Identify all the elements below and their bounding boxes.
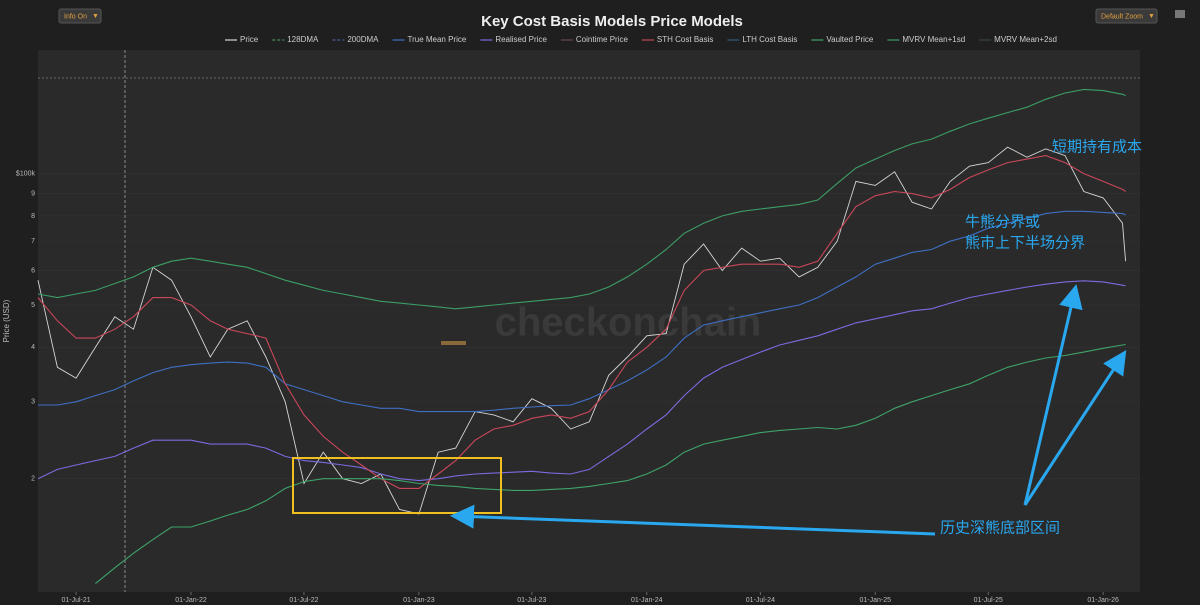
series-line [37, 88, 1126, 310]
series-line [37, 280, 1126, 482]
x-tick-label: 01-Jan-24 [631, 597, 663, 604]
y-axis-label: Price (USD) [2, 299, 11, 342]
watermark-logo [441, 341, 466, 345]
legend-label: MVRV Mean+1sd [902, 35, 965, 44]
plot-area [38, 50, 1140, 592]
chart-title: Key Cost Basis Models Price Models [481, 13, 743, 30]
legend-label: Cointime Price [576, 35, 629, 44]
y-tick-label: 7 [31, 238, 35, 245]
zoom-button-box[interactable] [1095, 8, 1158, 24]
y-tick-label: 8 [31, 213, 35, 220]
legend-label: MVRV Mean+2sd [994, 35, 1057, 44]
annotation: 短期持有成本 [1052, 138, 1142, 156]
y-tick-label: 3 [31, 399, 35, 406]
legend-label: 200DMA [347, 35, 379, 44]
arrow-to-realised [1023, 284, 1083, 506]
y-tick-label: 2 [31, 476, 35, 483]
legend-item: Price [225, 35, 259, 44]
x-tick-label: 01-Jan-25 [860, 597, 892, 604]
arrow-to-box [450, 504, 936, 536]
y-tick-label: 9 [31, 190, 35, 197]
legend: Price 128DMA 200DMA True Mean Price Realised… [225, 35, 1057, 44]
x-tick-label: 01-Jan-26 [1087, 597, 1119, 604]
lines [37, 88, 1127, 585]
annotation: 熊市上下半场分界 [965, 234, 1085, 252]
legend-label: 128DMA [287, 35, 319, 44]
arrow-to-vaulted [1023, 349, 1127, 506]
info-button-label[interactable]: Info On [64, 13, 87, 20]
camera-icon[interactable] [1175, 10, 1185, 18]
arrows [450, 284, 1127, 536]
legend-item: MVRV Mean+1sd [887, 35, 965, 44]
x-tick-label: 01-Jan-22 [175, 597, 207, 604]
info-button[interactable]: Info On ▼ [58, 8, 102, 24]
bottom-zone-box [292, 457, 502, 514]
legend-item: 200DMA [332, 35, 379, 44]
info-button-arrow[interactable]: ▼ [92, 13, 99, 20]
legend-item: Cointime Price [560, 35, 629, 44]
legend-label: LTH Cost Basis [742, 35, 797, 44]
series-line [37, 146, 1127, 515]
legend-label: STH Cost Basis [657, 35, 713, 44]
zoom-button-label[interactable]: Default Zoom [1101, 13, 1143, 20]
legend-label: Vaulted Price [826, 35, 874, 44]
zoom-button[interactable]: Default Zoom ▼ [1095, 8, 1158, 24]
series-line [38, 210, 1126, 413]
annotation: 历史深熊底部区间 [940, 519, 1060, 537]
y-tick-label: 6 [31, 267, 35, 274]
legend-item: True Mean Price [392, 35, 467, 44]
legend-item: STH Cost Basis [641, 35, 713, 44]
legend-label: Price [240, 35, 259, 44]
x-tick-label: 01-Jul-23 [517, 597, 546, 604]
x-tick-label: 01-Jul-25 [974, 597, 1003, 604]
zoom-button-arrow[interactable]: ▼ [1148, 13, 1155, 20]
legend-item: LTH Cost Basis [727, 35, 797, 44]
y-tick-label: 4 [31, 344, 35, 351]
watermark: checkonchain [495, 301, 762, 345]
x-tick-label: 01-Jul-22 [289, 597, 318, 604]
series-line [37, 155, 1126, 489]
legend-label: True Mean Price [407, 35, 466, 44]
legend-label: Realised Price [495, 35, 547, 44]
y-tick-label: $100k [16, 170, 36, 177]
grid [38, 173, 1140, 479]
x-tick-label: 01-Jul-21 [61, 597, 90, 604]
annotation: 牛熊分界或 [965, 213, 1040, 231]
x-tick-label: 01-Jan-23 [403, 597, 435, 604]
legend-item: MVRV Mean+2sd [979, 35, 1057, 44]
legend-item: Realised Price [480, 35, 547, 44]
axes: 2 3 4 5 6 7 8 9 $100k 01-Jul-21 01-Jan-22 01-Jul-22… [16, 170, 1119, 603]
legend-item: Vaulted Price [811, 35, 874, 44]
series-line [95, 343, 1126, 585]
info-button-box[interactable] [58, 8, 102, 24]
y-tick-label: 5 [31, 302, 35, 309]
x-tick-label: 01-Jul-24 [746, 597, 775, 604]
legend-item: 128DMA [272, 35, 319, 44]
